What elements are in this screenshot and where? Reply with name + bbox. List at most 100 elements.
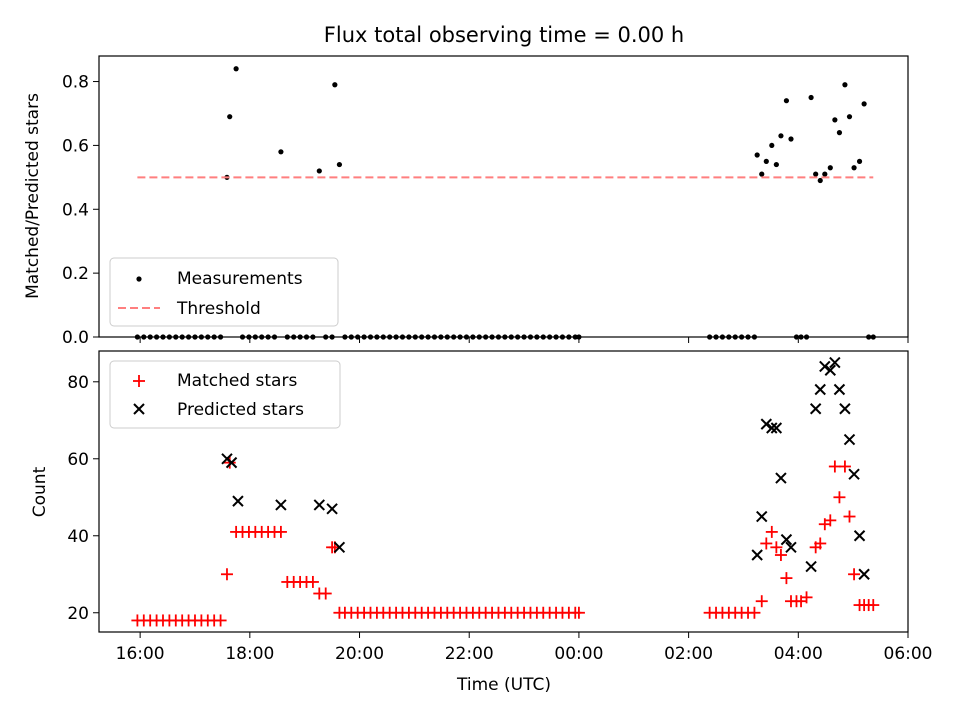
top-y-tick-label: 0.8 bbox=[62, 73, 89, 93]
figure-title: Flux total observing time = 0.00 h bbox=[324, 23, 684, 47]
predicted-stars-point bbox=[819, 360, 831, 373]
measurement-point bbox=[316, 168, 322, 174]
matched-stars-point bbox=[867, 599, 880, 612]
measurement-point bbox=[856, 158, 863, 164]
bottom-y-tick-label: 20 bbox=[67, 604, 89, 624]
measurement-point bbox=[783, 98, 790, 104]
measurement-point bbox=[227, 114, 233, 120]
top-panel: 0.00.20.40.60.8 Matched/Predicted stars … bbox=[23, 55, 909, 348]
top-legend: Measurements Threshold bbox=[109, 257, 339, 327]
predicted-stars-point bbox=[805, 560, 817, 573]
measurement-point bbox=[827, 165, 833, 171]
predicted-stars-point bbox=[333, 541, 346, 554]
predicted-stars-point bbox=[780, 533, 793, 546]
measurement-point bbox=[832, 117, 838, 123]
top-y-tick-label: 0.0 bbox=[62, 328, 89, 348]
x-tick-label: 06:00 bbox=[884, 644, 933, 664]
x-tick-label: 02:00 bbox=[664, 644, 713, 664]
matched-stars-point bbox=[572, 606, 585, 619]
matched-stars-point bbox=[748, 606, 761, 619]
top-y-tick-label: 0.4 bbox=[62, 200, 89, 220]
matched-stars-point bbox=[843, 510, 856, 523]
measurement-point bbox=[773, 161, 779, 168]
bottom-y-tick-label: 80 bbox=[67, 373, 89, 393]
matched-stars-point bbox=[765, 525, 778, 538]
bottom-panel: 16:00 18:00 20:00 22:00 00:00 02:00 04:00 06:00… bbox=[30, 350, 933, 695]
predicted-stars-point bbox=[326, 503, 338, 515]
predicted-stars-point bbox=[225, 456, 238, 469]
matched-stars-point bbox=[755, 595, 768, 608]
predicted-stars-point bbox=[858, 568, 870, 580]
predicted-stars-point bbox=[770, 422, 783, 434]
measurement-point bbox=[813, 171, 819, 177]
legend-threshold-label: Threshold bbox=[176, 299, 261, 319]
bottom-legend-box bbox=[109, 360, 341, 429]
matched-stars-point bbox=[814, 537, 827, 550]
predicted-stars-point bbox=[829, 356, 841, 369]
measurement-point bbox=[778, 133, 784, 139]
measurement-point bbox=[763, 158, 769, 164]
predicted-stars-point bbox=[848, 468, 860, 480]
bottom-x-axis-label: Time (UTC) bbox=[456, 675, 551, 695]
matched-stars-point bbox=[214, 614, 227, 627]
predicted-stars-point bbox=[814, 383, 826, 396]
matched-stars-point bbox=[828, 460, 841, 473]
predicted-stars-point bbox=[785, 541, 797, 554]
predicted-stars-point bbox=[853, 530, 866, 542]
legend-predicted-stars-label: Predicted stars bbox=[177, 400, 304, 420]
measurement-point bbox=[836, 130, 843, 136]
measurement-point bbox=[759, 171, 765, 177]
bottom-plot-frame bbox=[98, 350, 909, 633]
matched-stars-point bbox=[774, 549, 787, 562]
predicted-stars-point bbox=[232, 495, 244, 507]
predicted-stars-point bbox=[843, 433, 856, 446]
measurement-point bbox=[817, 177, 823, 184]
measurement-point bbox=[233, 66, 239, 72]
x-tick-label: 22:00 bbox=[445, 644, 494, 664]
predicted-stars-point bbox=[756, 510, 768, 523]
matched-stars-point bbox=[833, 491, 846, 504]
top-y-tick-label: 0.2 bbox=[62, 264, 89, 284]
measurement-point bbox=[808, 94, 814, 101]
predicted-stars-point bbox=[809, 403, 822, 415]
bottom-y-tick-label: 60 bbox=[67, 450, 89, 470]
bottom-legend: Matched stars Predicted stars bbox=[109, 360, 341, 429]
measurement-point bbox=[788, 136, 794, 142]
legend-matched-stars-marker bbox=[133, 375, 145, 387]
matched-stars-point bbox=[760, 537, 773, 550]
predicted-stars-point bbox=[824, 364, 837, 376]
matched-stars-point bbox=[274, 525, 287, 538]
x-tick-label: 20:00 bbox=[335, 644, 384, 664]
predicted-stars-point bbox=[775, 472, 787, 484]
matched-stars-point bbox=[848, 568, 861, 581]
bottom-y-tick-label: 40 bbox=[67, 527, 89, 547]
top-y-tick-label: 0.6 bbox=[62, 136, 89, 156]
legend-predicted-stars-marker bbox=[133, 403, 145, 415]
top-plot-frame bbox=[98, 55, 909, 338]
predicted-stars-point bbox=[833, 383, 846, 396]
matched-stars-point bbox=[800, 591, 813, 604]
measurement-point bbox=[842, 82, 848, 88]
measurement-point bbox=[754, 152, 760, 158]
predicted-stars-point bbox=[839, 403, 851, 415]
measurement-point bbox=[336, 161, 343, 168]
measurement-point bbox=[861, 101, 867, 107]
top-y-axis-label: Matched/Predicted stars bbox=[23, 93, 43, 299]
bottom-y-axis-label: Count bbox=[30, 466, 50, 517]
measurement-point bbox=[332, 82, 338, 88]
bottom-marks-layer bbox=[131, 356, 880, 627]
legend-measurements-label: Measurements bbox=[177, 269, 303, 289]
measurement-point bbox=[851, 165, 857, 171]
matched-stars-point bbox=[306, 575, 319, 588]
x-tick-label: 04:00 bbox=[774, 644, 823, 664]
x-tick-label: 00:00 bbox=[554, 644, 603, 664]
predicted-stars-point bbox=[766, 422, 778, 434]
predicted-stars-point bbox=[760, 418, 773, 430]
matched-stars-point bbox=[770, 541, 783, 554]
measurement-point bbox=[822, 171, 828, 177]
predicted-stars-point bbox=[313, 499, 326, 511]
measurement-point bbox=[278, 149, 284, 155]
top-axis-ticks: 0.0 0.2 0.4 0.6 0.8 bbox=[62, 73, 909, 348]
x-tick-label: 18:00 bbox=[225, 644, 274, 664]
